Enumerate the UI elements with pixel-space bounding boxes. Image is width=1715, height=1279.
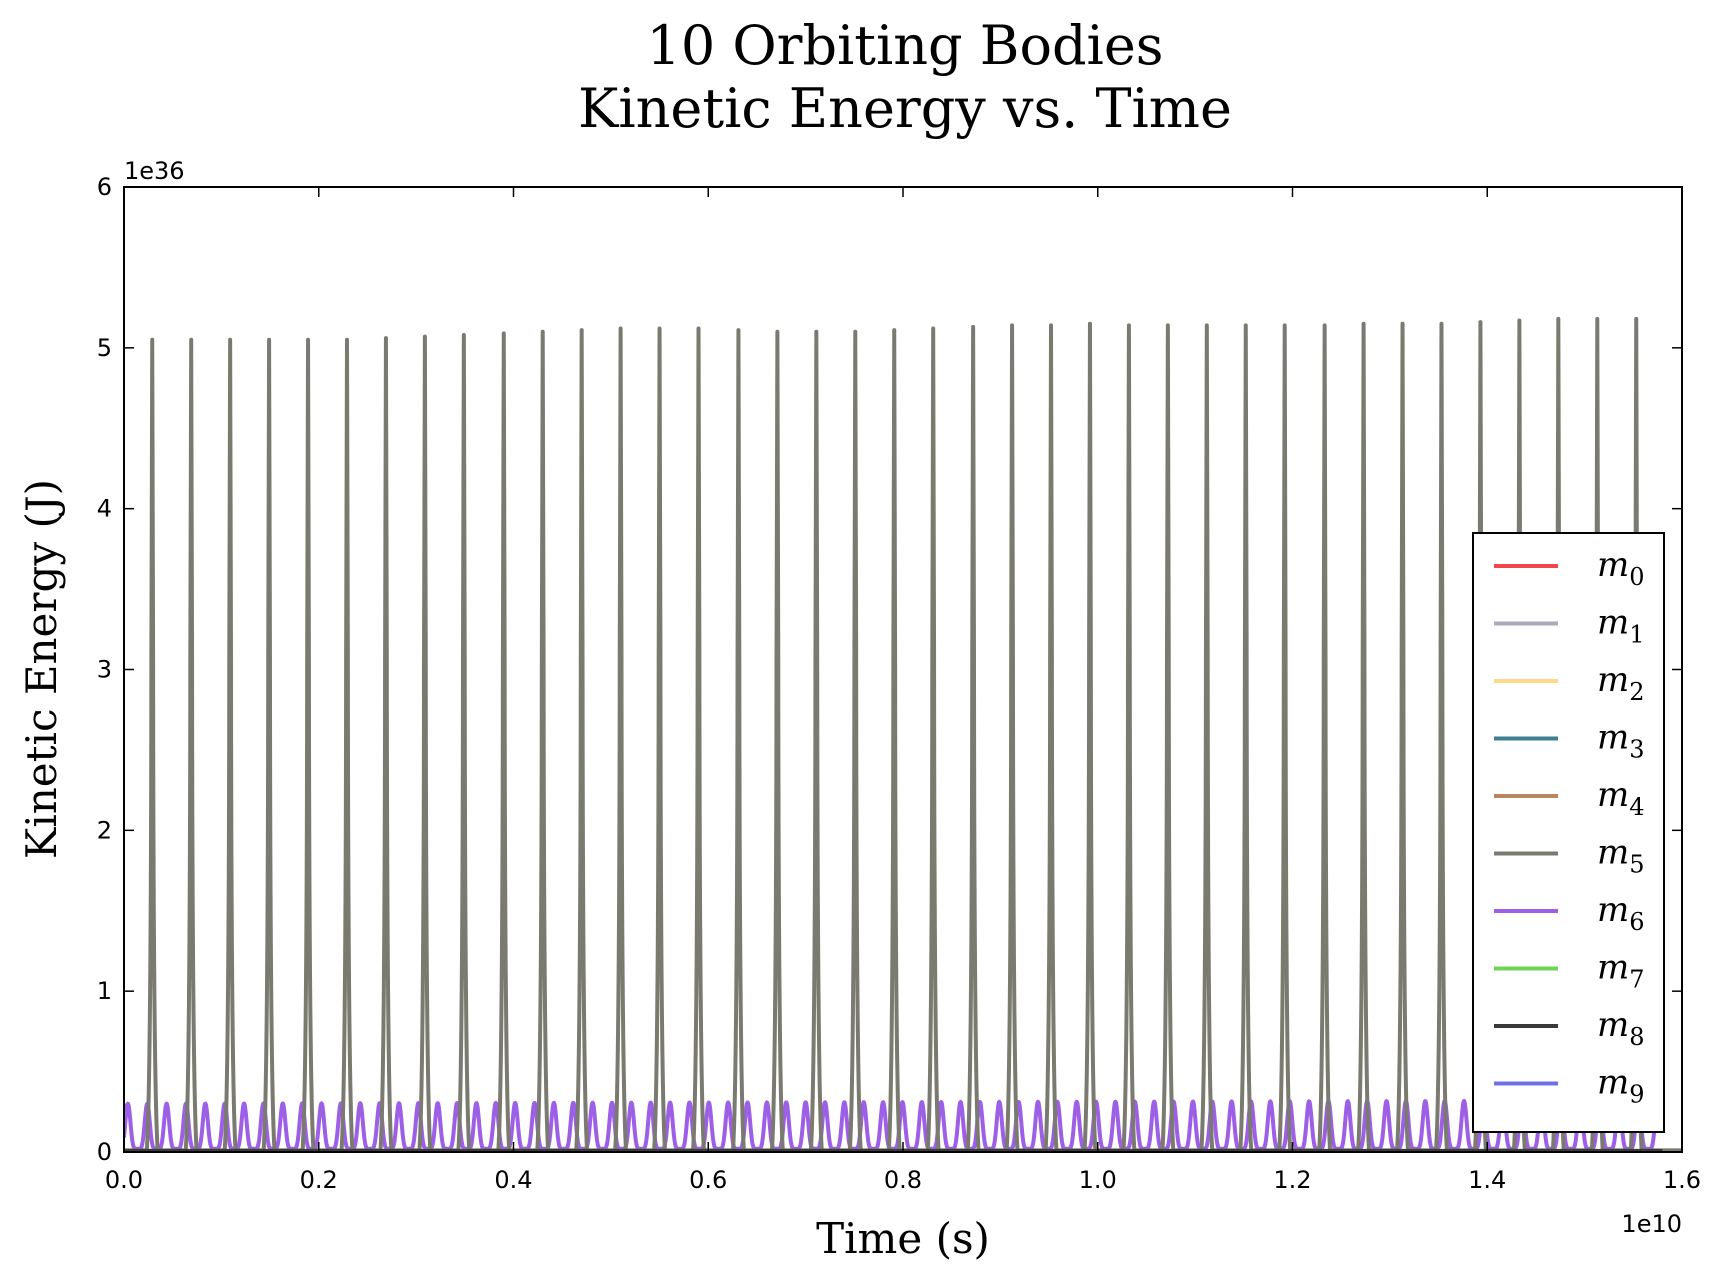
legend-label-m5: m5 (1597, 833, 1645, 879)
y-multiplier-label: 1e36 (124, 157, 185, 185)
legend: m0 m1 m2 m3 m4 m5 m6 m7 m8 m9 (1472, 532, 1665, 1133)
legend-box (1472, 532, 1665, 1133)
y-tick-label: 4 (97, 495, 112, 523)
y-tick-label: 3 (97, 656, 112, 684)
y-tick-label: 2 (97, 816, 112, 844)
legend-label-m3: m3 (1597, 718, 1645, 764)
legend-label-m2: m2 (1597, 660, 1645, 706)
plot-frame (123, 186, 1683, 1153)
legend-label-m0: m0 (1597, 545, 1645, 591)
y-tick-label: 5 (97, 334, 112, 362)
legend-label-m9: m9 (1597, 1063, 1645, 1109)
x-tick-label: 0.8 (884, 1166, 922, 1194)
y-tick-label: 1 (97, 977, 112, 1005)
x-tick-label: 0.2 (300, 1166, 338, 1194)
x-multiplier-label: 1e10 (1621, 1210, 1682, 1238)
legend-label-m7: m7 (1597, 948, 1645, 994)
legend-label-m8: m8 (1597, 1005, 1645, 1051)
x-tick-label: 1.0 (1079, 1166, 1117, 1194)
y-axis-label: Kinetic Energy (J) (17, 479, 66, 859)
legend-label-m4: m4 (1597, 775, 1645, 821)
chart-title-line-2: Kinetic Energy vs. Time (578, 77, 1232, 140)
legend-label-m1: m1 (1597, 603, 1645, 649)
x-axis-label: Time (s) (816, 1214, 990, 1263)
ticks-layer: 0.0 0.2 0.4 0.6 0.8 1.0 1.2 1.4 1.6 0 1 2 3 4 5 6 (97, 173, 1701, 1194)
series-line-m5 (124, 316, 1682, 1152)
x-tick-label: 0.6 (689, 1166, 727, 1194)
series-layer (124, 316, 1682, 1152)
y-tick-label: 0 (97, 1138, 112, 1166)
x-tick-label: 0.0 (105, 1166, 143, 1194)
x-tick-label: 1.6 (1663, 1166, 1701, 1194)
y-tick-label: 6 (97, 173, 112, 201)
x-tick-label: 1.2 (1273, 1166, 1311, 1194)
series-line-m6 (124, 1098, 1662, 1151)
chart-title-line-1: 10 Orbiting Bodies (647, 14, 1164, 77)
x-tick-label: 0.4 (494, 1166, 532, 1194)
legend-label-m6: m6 (1597, 890, 1645, 936)
x-tick-label: 1.4 (1468, 1166, 1506, 1194)
